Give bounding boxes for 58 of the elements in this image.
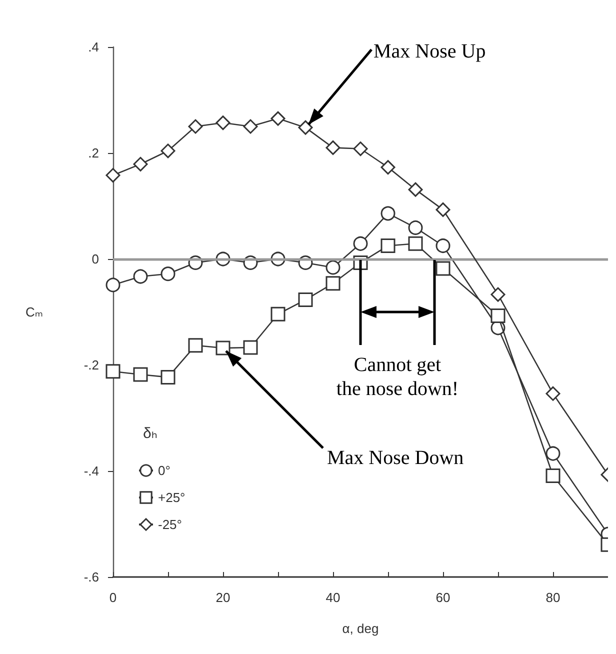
point — [490, 308, 506, 323]
point — [380, 238, 396, 253]
x-axis-title: α, deg — [342, 621, 379, 636]
point — [436, 261, 450, 276]
point — [546, 386, 560, 401]
y-tick-label: .4 — [88, 40, 99, 54]
point — [133, 156, 148, 172]
legend-label: +25° — [158, 490, 186, 505]
y-tick-label: -.4 — [84, 464, 99, 478]
point — [353, 142, 368, 156]
point — [243, 119, 258, 134]
x-tick-label: 40 — [326, 590, 340, 605]
point — [353, 236, 368, 251]
point — [160, 370, 176, 384]
point — [106, 278, 120, 292]
point — [436, 238, 450, 253]
x-tick-label: 60 — [436, 590, 450, 605]
point — [298, 292, 313, 308]
annotation: Cannot get the nose down! — [336, 354, 459, 400]
point — [546, 468, 560, 484]
y-tick-label: .2 — [88, 146, 99, 160]
point — [408, 182, 423, 197]
point — [298, 120, 313, 135]
point — [270, 306, 286, 322]
annotation: Max Nose Up — [374, 40, 486, 63]
point — [216, 116, 230, 130]
point — [243, 340, 258, 355]
point — [326, 260, 340, 275]
y-tick-label: -.6 — [84, 570, 99, 584]
point — [216, 340, 230, 356]
legend-label: 0° — [158, 463, 170, 478]
x-tick-label: 80 — [546, 590, 560, 605]
y-tick-label: -.2 — [84, 358, 99, 372]
point — [380, 160, 396, 175]
legend-title: δₕ — [143, 425, 158, 442]
point — [326, 276, 340, 291]
legend-label: -25° — [158, 517, 182, 532]
point — [106, 168, 120, 183]
y-tick-label: 0 — [92, 252, 99, 266]
point — [408, 220, 423, 235]
point — [408, 236, 423, 251]
point — [188, 119, 203, 134]
point — [133, 367, 148, 382]
point — [160, 144, 176, 158]
x-tick-label: 20 — [216, 590, 230, 605]
point — [546, 446, 560, 461]
point — [188, 338, 203, 353]
point — [270, 111, 286, 126]
point — [326, 140, 340, 155]
annotation: Max Nose Down — [327, 447, 464, 470]
point — [160, 266, 176, 282]
point — [133, 269, 148, 284]
point — [436, 202, 450, 217]
point — [106, 364, 120, 379]
y-axis-title: Cₘ — [26, 304, 43, 320]
point — [380, 206, 396, 221]
point — [490, 287, 506, 302]
x-tick-label: 0 — [109, 590, 117, 605]
